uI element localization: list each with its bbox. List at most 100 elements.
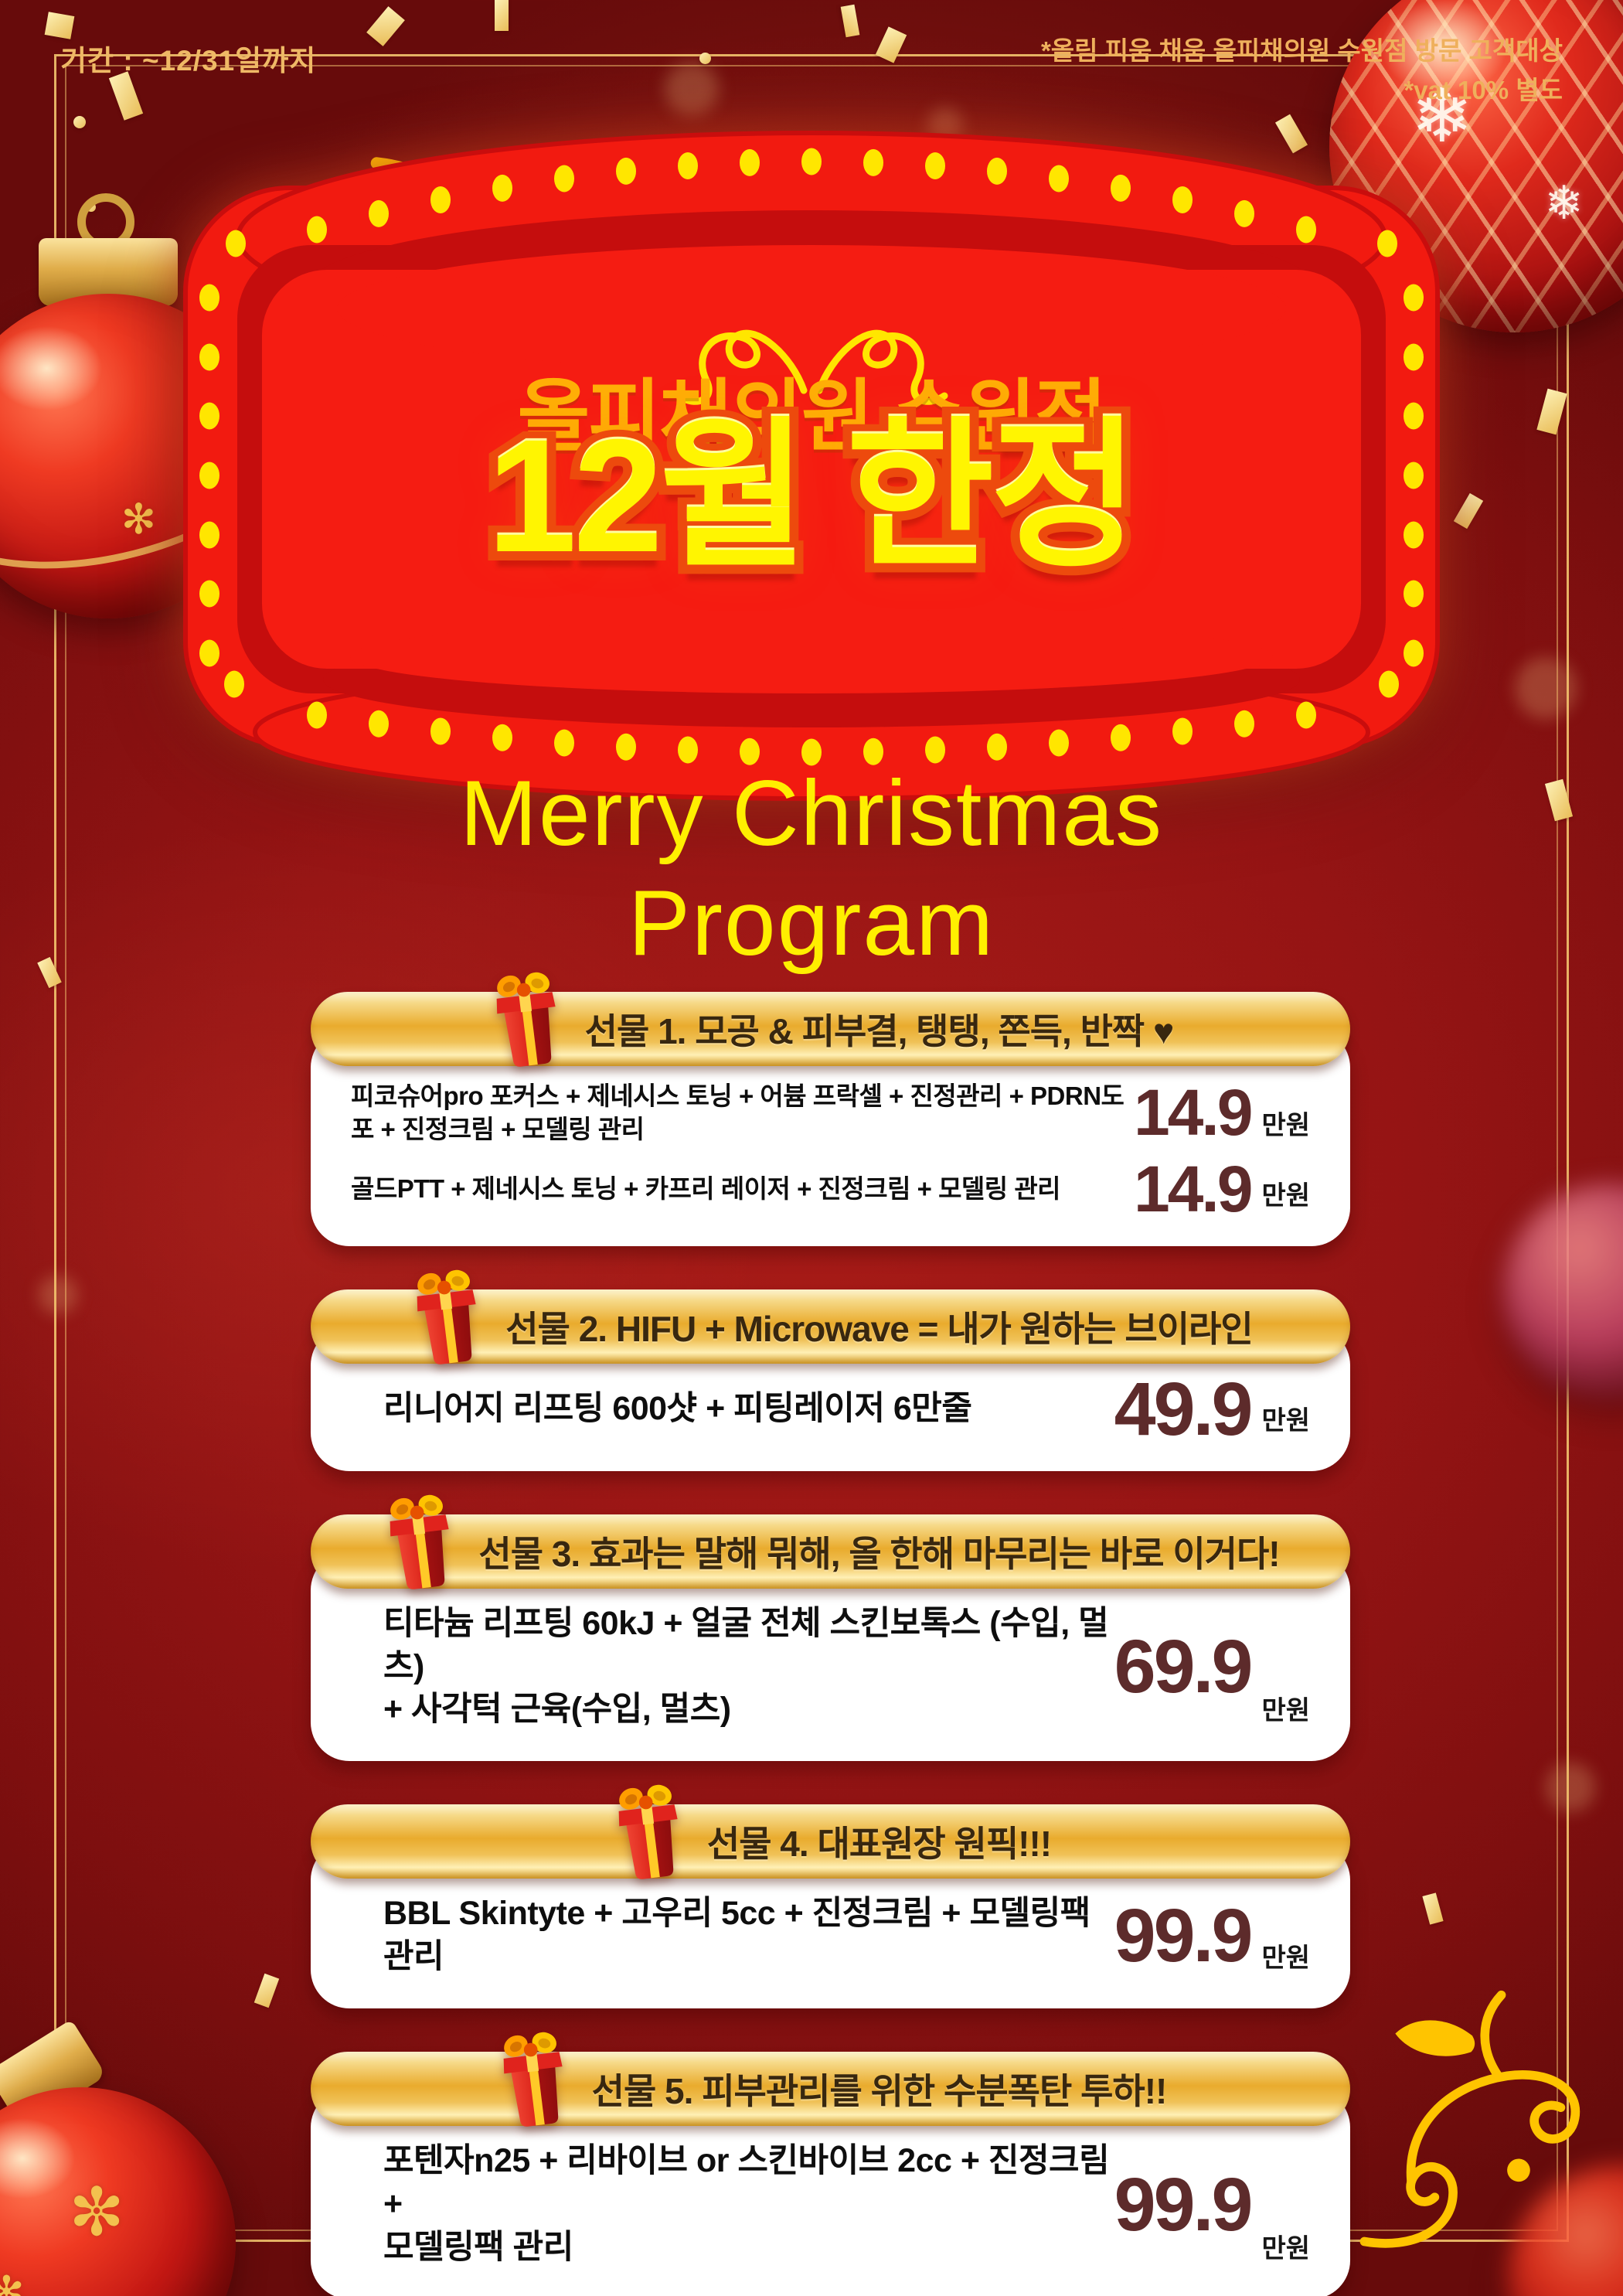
marquee-bulb (1404, 521, 1424, 549)
price-unit: 만원 (1261, 1110, 1310, 1140)
marquee-bulb (492, 174, 512, 202)
gift-icon (381, 1490, 460, 1589)
gift-card: 선물 4. 대표원장 원픽!!! BBL Skintyte + 고우리 5cc … (311, 1785, 1350, 2009)
gift-icon (495, 2028, 573, 2127)
price-value: 69.9 (1114, 1624, 1254, 1709)
marquee-bulb (863, 148, 883, 176)
marquee-bulb (199, 639, 219, 667)
marquee-bulb (554, 729, 574, 757)
gift-header-label: 선물 4. 대표원장 원픽!!! (706, 1824, 1052, 1865)
gift-card: 선물 2. HIFU + Microwave = 내가 원하는 브이라인 리니어… (311, 1269, 1350, 1471)
gift-banner: 선물 3. 효과는 말해 뭐해, 올 한해 마무리는 바로 이거다! (311, 1494, 1350, 1589)
clinic-branch-title: 올피채의원 수원점 (517, 373, 1107, 461)
treatment-desc: BBL Skintyte + 고우리 5cc + 진정크림 + 모델링팩 관리 (383, 1895, 1091, 1976)
marquee-bulb (430, 717, 451, 745)
marquee-bulb (307, 701, 327, 729)
bokeh-light (1546, 1763, 1595, 1812)
gift-card: 선물 3. 효과는 말해 뭐해, 올 한해 마무리는 바로 이거다! 티타늄 리… (311, 1494, 1350, 1762)
snowflake-icon: ❄ (1544, 177, 1584, 230)
program-title-line2: Program (628, 870, 995, 975)
ornament-ball-bottom-left: ✼ ✻ (0, 2019, 251, 2296)
confetti-piece (840, 4, 860, 38)
marquee-bulb (1172, 717, 1193, 745)
treatment-row: 리니어지 리프팅 600샷 + 피팅레이저 6만줄 49.9 만원 (351, 1367, 1310, 1452)
marquee-bulb (801, 738, 822, 766)
marquee-bulb (1111, 724, 1131, 751)
price-value: 14.9 (1133, 1076, 1253, 1150)
snowflake-icon: ✻ (0, 2267, 25, 2296)
program-title-line1: Merry Christmas (459, 761, 1164, 865)
promo-notice-line2: *vat 10% 별도 (1404, 76, 1563, 105)
marquee-bulb (1234, 710, 1254, 738)
price-value: 49.9 (1114, 1367, 1254, 1452)
price-value: 99.9 (1114, 1892, 1254, 1977)
marquee-bulb (369, 199, 389, 227)
gift-cards: 선물 1. 모공 & 피부결, 탱탱, 쫀득, 반짝 ♥ 피코슈어pro 포커스… (311, 972, 1350, 2296)
marquee-bulb (1404, 402, 1424, 430)
marquee-bulb (1234, 199, 1254, 227)
price-unit: 만원 (1261, 2233, 1310, 2264)
marquee-bulb (1296, 701, 1316, 729)
marquee-bulb (1296, 216, 1316, 244)
marquee-bulb (740, 148, 760, 176)
marquee-swirl-ornament (675, 329, 948, 405)
marquee-bulb (1377, 230, 1397, 257)
promo-notice-line1: *올림 피움 채움 올피채의원 수원점 방문 고객대상 (1040, 36, 1563, 65)
treatment-row: 골드PTT + 제네시스 토닝 + 카프리 레이저 + 진정크림 + 모델링 관… (351, 1157, 1310, 1221)
marquee-bulb (863, 738, 883, 765)
price-value: 99.9 (1114, 2161, 1254, 2247)
marquee-bulb (1111, 174, 1131, 202)
snowflake-icon: ✼ (69, 2175, 125, 2250)
marquee-bulb (987, 733, 1007, 761)
treatment-desc: 골드PTT + 제네시스 토닝 + 카프리 레이저 + 진정크림 + 모델링 관… (351, 1174, 1061, 1204)
gift-banner: 선물 4. 대표원장 원픽!!! (311, 1785, 1350, 1880)
treatment-desc: 피코슈어pro 포커스 + 제네시스 토닝 + 어븀 프락셀 + 진정관리 + … (351, 1082, 1125, 1143)
marquee-bulb (616, 733, 636, 761)
treatment-row: 포텐자n25 + 리바이브 or 스킨바이브 2cc + 진정크림 + 모델링팩… (351, 2140, 1310, 2270)
marquee-bulb (1172, 186, 1193, 213)
marquee-sign: 올피채의원 수원점 12월 한정 12월 한정 (158, 104, 1465, 801)
marquee-bulb (199, 402, 219, 430)
confetti-piece (1536, 388, 1567, 435)
marquee-bulb (199, 343, 219, 371)
bokeh-light (665, 62, 719, 116)
marquee-bulb (492, 724, 512, 751)
marquee-bulb (430, 186, 451, 213)
marquee-bulb (554, 165, 574, 192)
marquee-bulb (1049, 729, 1069, 757)
marquee-bulbs (199, 148, 1424, 766)
gift-card: 선물 1. 모공 & 피부결, 탱탱, 쫀득, 반짝 ♥ 피코슈어pro 포커스… (311, 972, 1350, 1247)
marquee-bulb (199, 580, 219, 608)
marquee-bulb (199, 462, 219, 489)
bokeh-light (39, 1276, 77, 1314)
confetti-piece (44, 12, 75, 39)
price-unit: 만원 (1261, 1181, 1310, 1211)
marquee-bulb (1379, 670, 1399, 698)
marquee-bulb (1049, 165, 1069, 192)
treatment-row: 티타늄 리프팅 60kJ + 얼굴 전체 스킨보톡스 (수입, 멀츠) + 사각… (351, 1603, 1310, 1732)
marquee-bulb (616, 157, 636, 185)
confetti-piece (495, 0, 509, 31)
gift-card: 선물 5. 피부관리를 위한 수분폭탄 투하!! 포텐자n25 + 리바이브 o… (311, 2032, 1350, 2296)
marquee-bulb (1404, 580, 1424, 608)
gift-banner: 선물 1. 모공 & 피부결, 탱탱, 쫀득, 반짝 ♥ (311, 972, 1350, 1067)
gift-header-label: 선물 5. 피부관리를 위한 수분폭탄 투하!! (591, 2071, 1168, 2112)
marquee-bulb (199, 521, 219, 549)
treatment-desc: 포텐자n25 + 리바이브 or 스킨바이브 2cc + 진정크림 + 모델링팩… (383, 2142, 1110, 2266)
price-unit: 만원 (1261, 1405, 1310, 1436)
marquee-bulb (925, 736, 945, 764)
marquee-bulb (1404, 284, 1424, 312)
confetti-piece (366, 6, 405, 46)
gift-icon (610, 1780, 689, 1880)
marquee-bulb (224, 670, 244, 698)
ornament-ball-bottom-right-blurred (1507, 2165, 1623, 2296)
treatment-row: BBL Skintyte + 고우리 5cc + 진정크림 + 모델링팩 관리 … (351, 1892, 1310, 1979)
price-unit: 만원 (1261, 1943, 1310, 1974)
marquee-bulb (199, 284, 219, 312)
ornament-ball-top-right: ❄ ❄ (1329, 0, 1623, 332)
bokeh-light (1515, 657, 1577, 719)
marquee-bulb (1404, 343, 1424, 371)
program-title: Merry Christmas Program (0, 759, 1623, 978)
marquee-bulb (801, 148, 822, 175)
